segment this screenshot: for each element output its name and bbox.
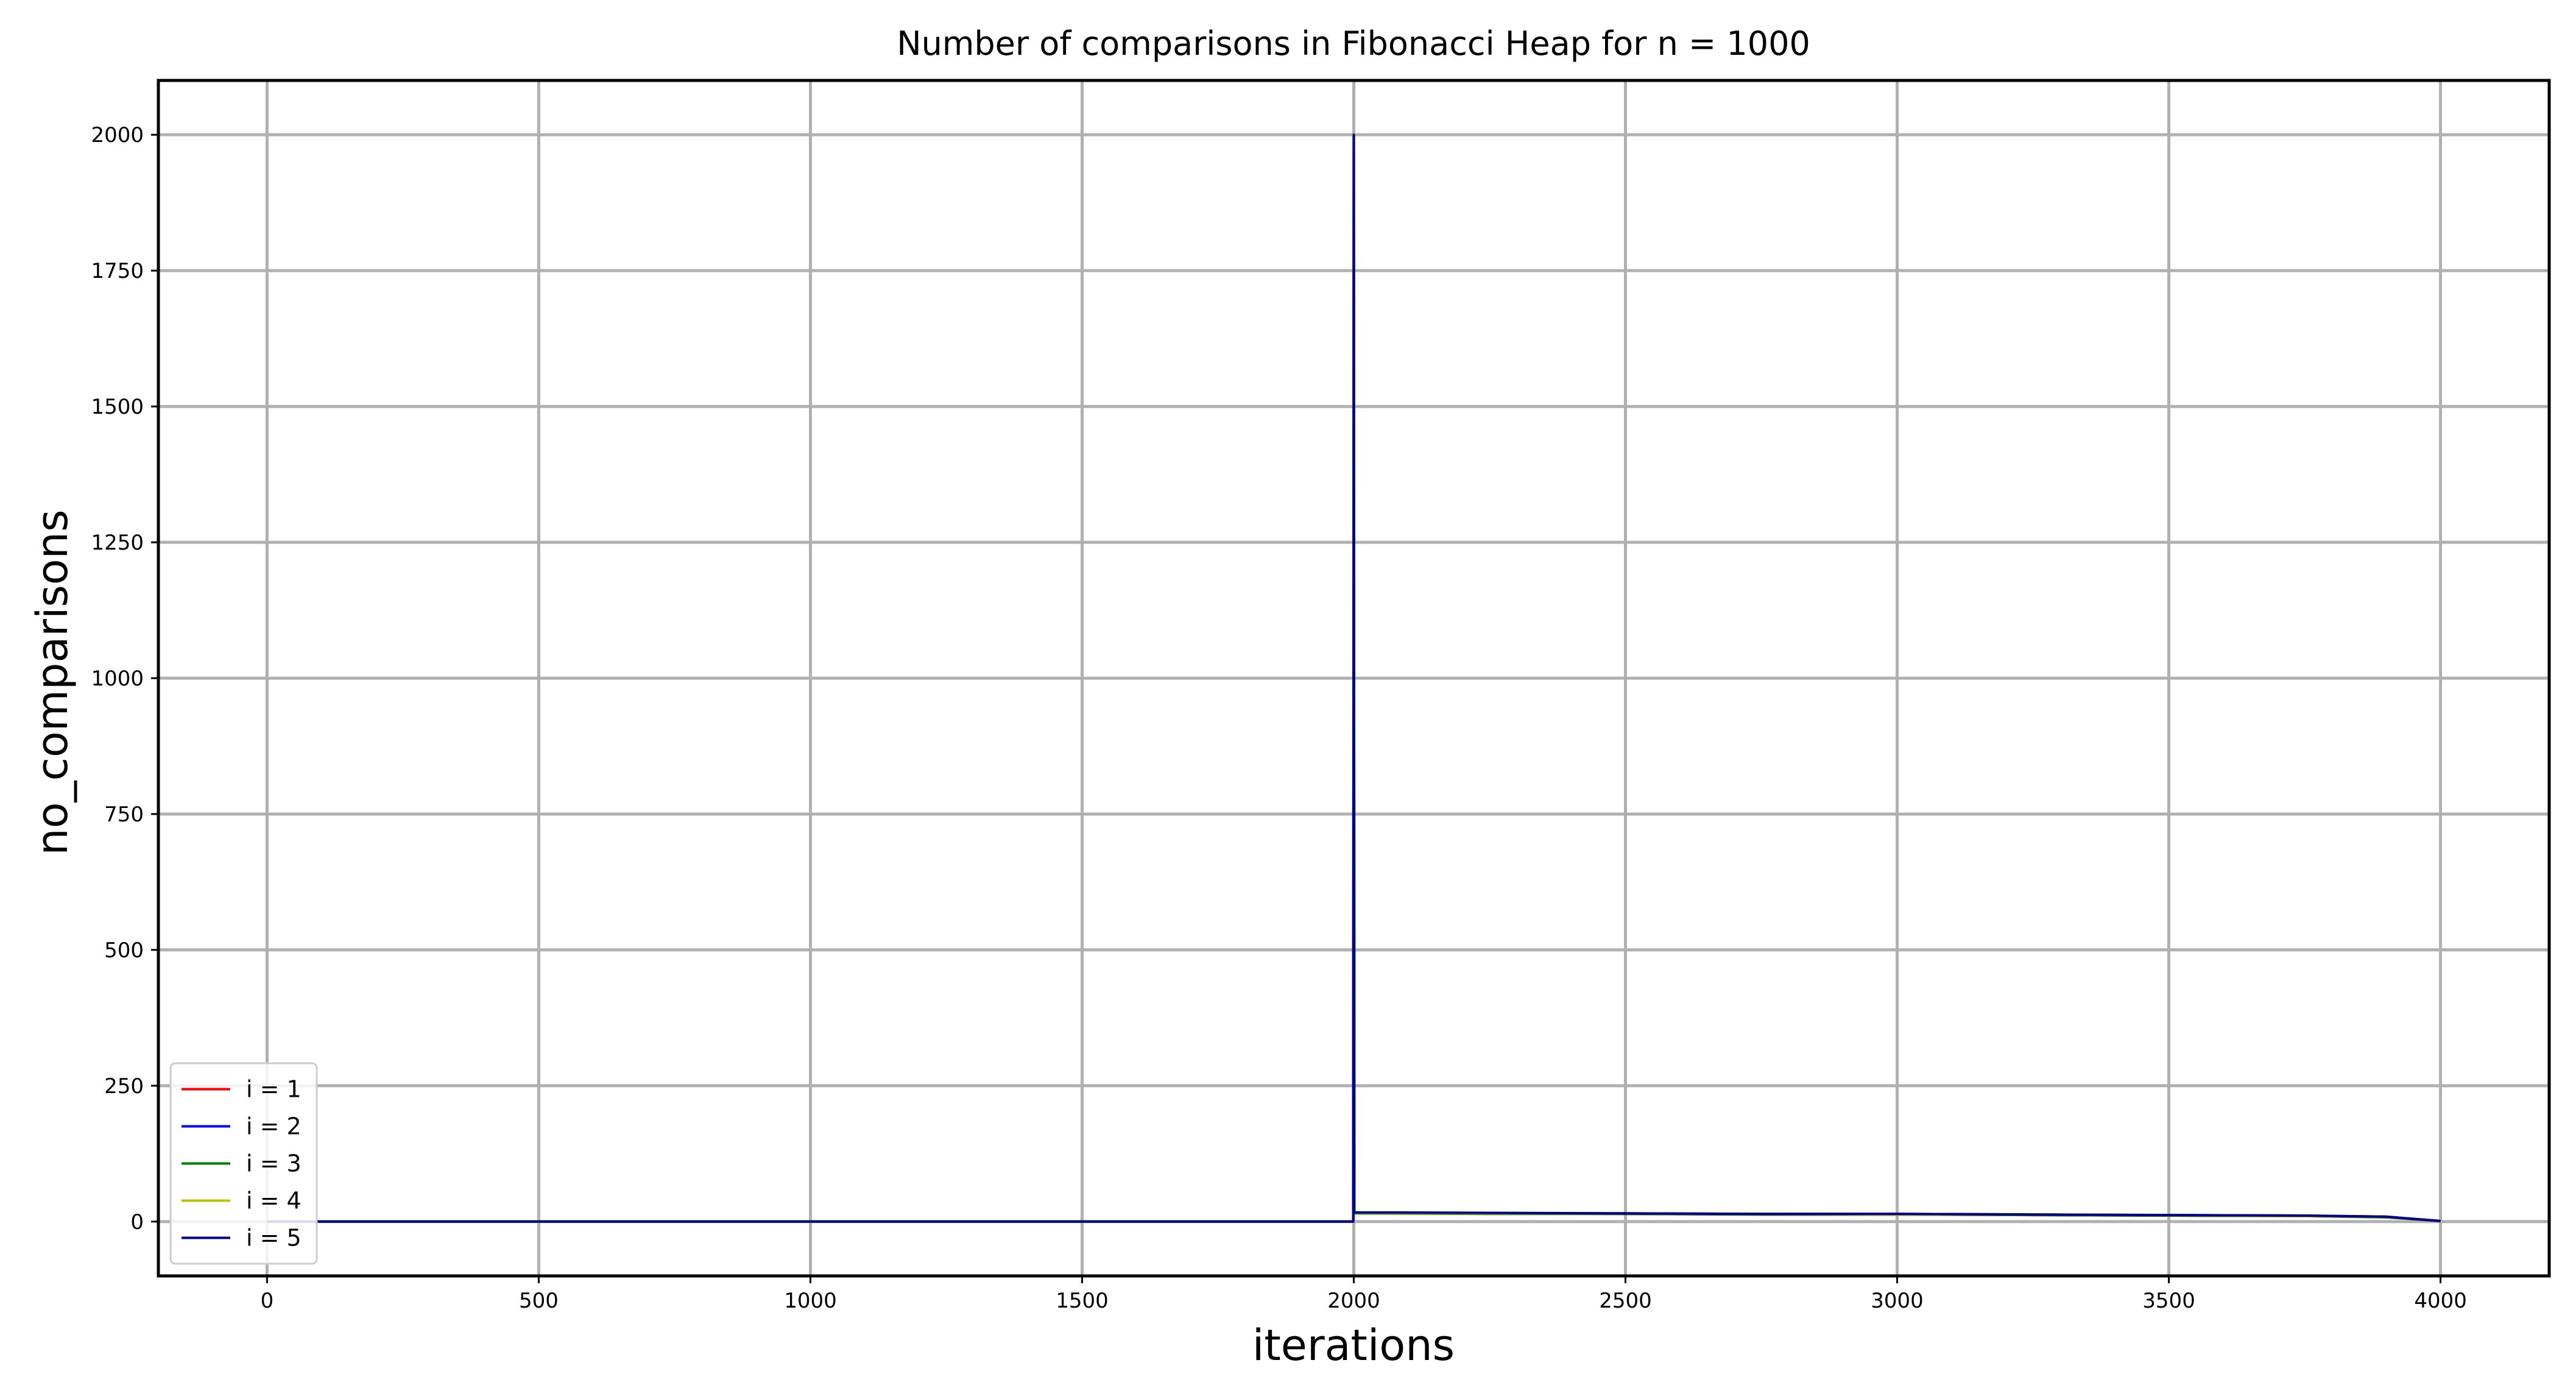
x-tick-label: 500 xyxy=(519,1289,559,1313)
y-tick-label: 0 xyxy=(130,1210,144,1234)
series-line-5 xyxy=(267,133,2441,1223)
x-tick-label: 0 xyxy=(261,1289,274,1313)
legend-label-1: i = 1 xyxy=(246,1076,302,1103)
axis-ticks: 0 500 1000 1500 2000 2500 3000 3500 4000 0 250 500 7… xyxy=(91,123,2466,1313)
plot-series xyxy=(267,133,2441,1223)
y-tick-label: 1250 xyxy=(91,531,144,555)
legend-label-5: i = 5 xyxy=(246,1225,302,1252)
x-tick-label: 1500 xyxy=(1056,1289,1109,1313)
y-tick-label: 750 xyxy=(104,802,144,827)
y-tick-label: 500 xyxy=(104,938,144,963)
chart-title: Number of comparisons in Fibonacci Heap … xyxy=(897,24,1810,63)
legend-label-4: i = 4 xyxy=(246,1188,302,1214)
x-tick-label: 1000 xyxy=(784,1289,837,1313)
x-tick-label: 2000 xyxy=(1327,1289,1380,1313)
legend: i = 1 i = 2 i = 3 i = 4 i = 5 xyxy=(169,1062,318,1265)
y-tick-label: 250 xyxy=(104,1074,144,1099)
legend-label-2: i = 2 xyxy=(246,1113,302,1140)
x-tick-label: 4000 xyxy=(2414,1289,2467,1313)
y-axis-label: no_comparisons xyxy=(27,509,77,855)
legend-box xyxy=(169,1062,318,1265)
legend-label-3: i = 3 xyxy=(246,1150,302,1177)
x-axis-label: iterations xyxy=(1252,1320,1455,1370)
y-tick-label: 1500 xyxy=(91,395,144,419)
x-tick-label: 2500 xyxy=(1599,1289,1652,1313)
x-tick-label: 3000 xyxy=(1871,1289,1924,1313)
y-tick-label: 2000 xyxy=(91,123,144,147)
x-tick-label: 3500 xyxy=(2142,1289,2195,1313)
y-tick-label: 1750 xyxy=(91,259,144,283)
y-tick-label: 1000 xyxy=(91,667,144,691)
